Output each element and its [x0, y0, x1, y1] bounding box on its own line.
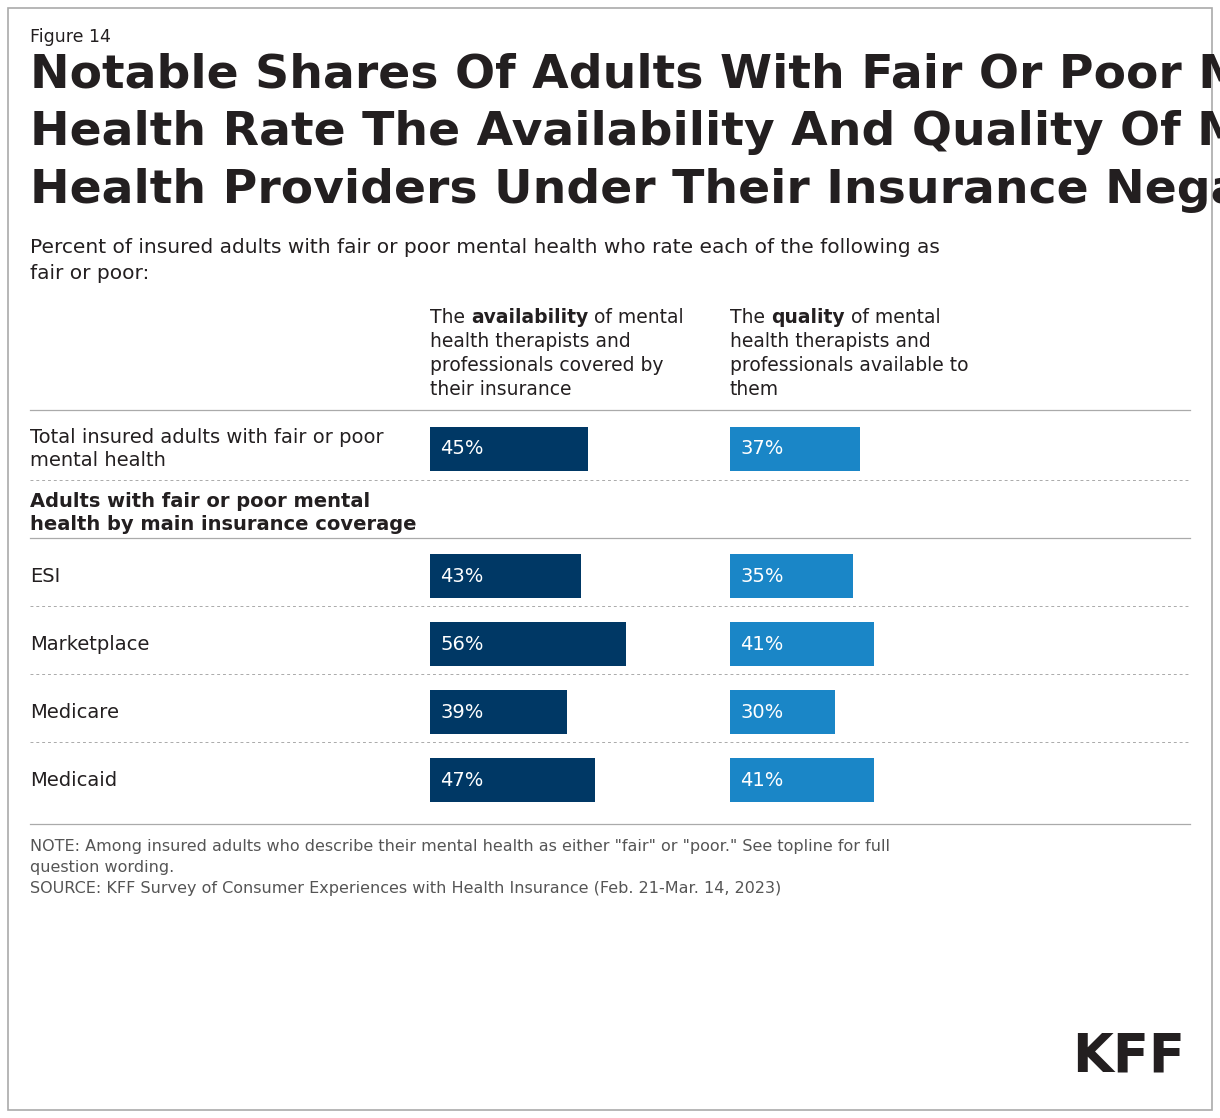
- Text: health therapists and: health therapists and: [429, 332, 631, 351]
- Bar: [730, 555, 853, 598]
- Text: Marketplace: Marketplace: [30, 635, 149, 654]
- Text: professionals covered by: professionals covered by: [429, 356, 664, 375]
- Text: KFF: KFF: [1072, 1031, 1185, 1083]
- Text: 37%: 37%: [741, 439, 783, 458]
- Text: Health Providers Under Their Insurance Negatively: Health Providers Under Their Insurance N…: [30, 168, 1220, 214]
- Text: 39%: 39%: [440, 702, 483, 721]
- Text: Adults with fair or poor mental
health by main insurance coverage: Adults with fair or poor mental health b…: [30, 492, 416, 534]
- Text: of mental: of mental: [844, 307, 941, 326]
- Text: them: them: [730, 380, 780, 399]
- Text: 30%: 30%: [741, 702, 783, 721]
- Bar: [429, 690, 566, 735]
- Bar: [429, 622, 626, 666]
- Text: quality: quality: [771, 307, 844, 326]
- Text: 45%: 45%: [440, 439, 483, 458]
- Text: availability: availability: [471, 307, 588, 326]
- Text: 43%: 43%: [440, 567, 483, 586]
- Text: 41%: 41%: [741, 635, 783, 654]
- Text: Figure 14: Figure 14: [30, 28, 111, 46]
- Text: The: The: [429, 307, 471, 326]
- Bar: [730, 427, 860, 471]
- Bar: [730, 622, 874, 666]
- Text: health therapists and: health therapists and: [730, 332, 931, 351]
- Text: of mental: of mental: [588, 307, 684, 326]
- Text: 35%: 35%: [741, 567, 783, 586]
- Text: Medicare: Medicare: [30, 702, 120, 721]
- Text: ESI: ESI: [30, 567, 60, 586]
- Text: NOTE: Among insured adults who describe their mental health as either "fair" or : NOTE: Among insured adults who describe …: [30, 838, 891, 896]
- Text: fair or poor:: fair or poor:: [30, 264, 149, 283]
- Text: Percent of insured adults with fair or poor mental health who rate each of the f: Percent of insured adults with fair or p…: [30, 238, 939, 257]
- Text: 47%: 47%: [440, 770, 483, 789]
- Text: 41%: 41%: [741, 770, 783, 789]
- Text: Medicaid: Medicaid: [30, 770, 117, 789]
- Text: Notable Shares Of Adults With Fair Or Poor Mental: Notable Shares Of Adults With Fair Or Po…: [30, 53, 1220, 97]
- Text: 56%: 56%: [440, 635, 483, 654]
- Bar: [730, 758, 874, 802]
- Text: The: The: [730, 307, 771, 326]
- Bar: [429, 555, 581, 598]
- Text: professionals available to: professionals available to: [730, 356, 969, 375]
- Bar: [730, 690, 834, 735]
- Text: Health Rate The Availability And Quality Of Mental: Health Rate The Availability And Quality…: [30, 110, 1220, 155]
- Text: their insurance: their insurance: [429, 380, 571, 399]
- Text: Total insured adults with fair or poor
mental health: Total insured adults with fair or poor m…: [30, 428, 383, 471]
- Bar: [429, 758, 594, 802]
- Bar: [429, 427, 588, 471]
